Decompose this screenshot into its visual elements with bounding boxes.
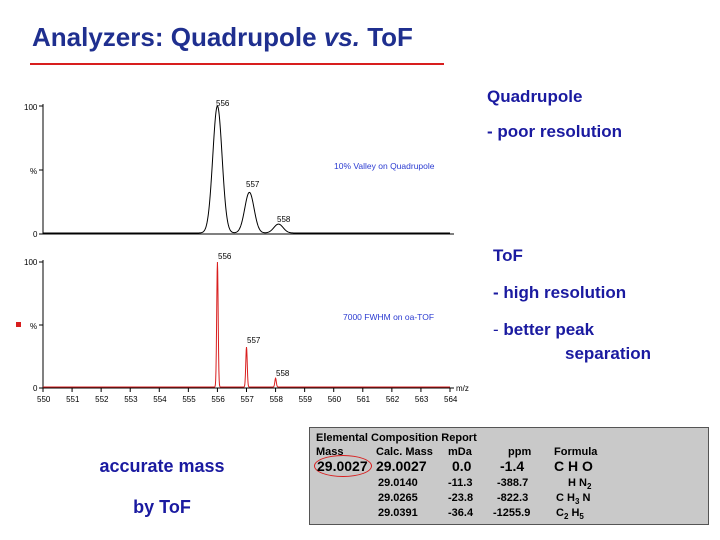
main-row-mda: 0.0 [452,458,472,474]
main-row-formula: C H O [554,458,593,474]
tof-xtick-label-556: 556 [211,395,225,404]
tof-xtick-label-563: 563 [415,395,429,404]
row-2-formula-b: N [579,492,591,504]
quad-ytick-label-0: 0 [33,230,38,239]
row-1-formula-sub-a: 2 [586,482,592,492]
row-3-mda: -36.4 [448,507,474,519]
row-3-formula-b: H [568,507,580,519]
tof-xtick-label-555: 555 [182,395,196,404]
spectra-figure: 100 % 0 556 557 558 10% Valley on Quadru… [16,99,469,404]
tof-peak-label-556: 556 [218,252,232,261]
tof-xticks: 550 551 552 553 554 555 556 557 558 559 560 561 562 5… [37,388,458,404]
row-3-formula-sub-a: 2 [563,512,569,522]
tof-xtick-label-557: 557 [241,395,255,404]
quad-annotation: 10% Valley on Quadrupole [334,161,435,171]
slide-title: Analyzers: Quadrupole vs. ToF [32,22,413,52]
quad-panel: 100 % 0 556 557 558 10% Valley on Quadru… [24,99,454,239]
report-title: Elemental Composition Report [316,432,477,444]
row-2-formula: C H3 N [556,492,590,506]
quad-ytick-label-pct: % [30,167,37,176]
tof-xtick-label-551: 551 [66,395,80,404]
tof-xtick-label-560: 560 [328,395,342,404]
tof-heading: ToF [493,246,523,265]
tof-trace-line [43,261,450,388]
tof-ytick-label-pct: % [30,322,37,331]
report-header-formula: Formula [554,446,598,458]
row-2-ppm: -822.3 [497,492,529,504]
row-1-ppm: -388.7 [497,477,529,489]
quad-peak-label-558: 558 [277,215,291,224]
tof-xtick-label-558: 558 [270,395,284,404]
main-row-mass: 29.0027 [317,458,368,474]
quad-peak-label-557: 557 [246,180,260,189]
row-3-formula: C2 H5 [556,507,584,521]
quad-trace-line [43,105,450,234]
tof-note-dash: - [493,320,504,339]
elemental-composition-report: Elemental Composition Report Mass Calc. … [309,427,709,525]
row-3-formula-sub-b: 5 [579,512,584,522]
tof-xtick-label-550: 550 [37,395,51,404]
row-3-ppm: -1255.9 [493,507,531,519]
quad-heading: Quadrupole [487,87,583,106]
tof-xtick-label-559: 559 [299,395,313,404]
tof-note-1: - high resolution [493,283,627,302]
row-2-formula-sub-a: 3 [574,497,580,507]
row-2-formula-a: C H [556,492,575,504]
accurate-mass-text: accurate mass [99,456,225,476]
row-2-calc: 29.0265 [378,492,418,504]
tof-xtick-label-562: 562 [386,395,400,404]
tof-xtick-label-564: 564 [444,395,458,404]
tof-note-3: separation [565,344,651,363]
tof-series-marker [16,322,21,327]
tof-xtick-label-554: 554 [153,395,167,404]
tof-xtick-label-553: 553 [124,395,138,404]
row-2-mda: -23.8 [448,492,474,504]
main-row-calc: 29.0027 [376,458,427,474]
tof-xtick-label-552: 552 [95,395,109,404]
tof-note-2-text: better peak [503,320,595,339]
report-header-ppm: ppm [508,446,532,458]
row-1-formula: H N2 [568,477,591,491]
tof-note-2: - better peak [493,320,594,340]
title-underline [30,63,444,65]
by-tof-text: by ToF [133,497,191,517]
row-1-calc: 29.0140 [378,477,418,489]
tof-xtick-label-561: 561 [357,395,371,404]
tof-peak-label-557: 557 [247,336,261,345]
row-3-calc: 29.0391 [378,507,418,519]
row-1-formula-a: H N [568,477,587,489]
tof-xlabel: m/z [456,384,469,393]
row-1-mda: -11.3 [448,477,473,489]
row-3-formula-a: C [556,507,564,519]
tof-panel: 100 % 0 556 557 558 7000 FWHM on oa-TOF … [16,252,469,404]
report-header-calc: Calc. Mass [376,446,433,458]
report-header-mda: mDa [448,446,472,458]
tof-annotation: 7000 FWHM on oa-TOF [343,312,434,322]
highlight-circle [314,455,372,477]
quad-ytick-label-100: 100 [24,103,38,112]
quad-note: - poor resolution [487,122,623,141]
tof-ytick-label-100: 100 [24,258,38,267]
tof-ytick-label-0: 0 [33,384,38,393]
quad-peak-label-556: 556 [216,99,230,108]
tof-peak-label-558: 558 [276,369,290,378]
main-row-ppm: -1.4 [500,458,525,474]
